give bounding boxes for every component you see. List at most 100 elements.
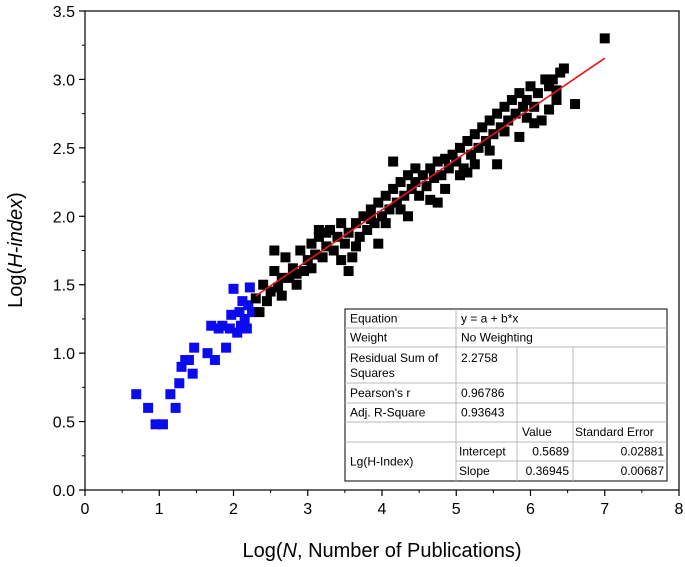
data-point	[451, 156, 462, 167]
data-point	[532, 88, 543, 99]
x-tick-label: 6	[526, 501, 535, 518]
data-point	[313, 224, 324, 235]
data-point	[291, 268, 302, 279]
data-point	[388, 156, 399, 167]
data-point	[269, 266, 280, 277]
data-point	[313, 231, 324, 242]
data-point	[157, 419, 168, 430]
x-axis-ticks: 0 1 2 3 4 5 6 7 8	[81, 490, 684, 518]
data-point	[521, 112, 532, 123]
data-point	[232, 327, 243, 338]
data-point	[544, 104, 555, 115]
data-point	[506, 94, 517, 105]
data-point	[492, 108, 503, 119]
y-tick-label: 2.5	[53, 141, 75, 158]
data-point	[388, 183, 399, 194]
table-cell: Adj. R-Square	[350, 406, 426, 420]
table-cell: y = a + b*x	[461, 312, 518, 326]
y-axis-label: Log(H-index)	[5, 192, 27, 308]
data-point	[432, 156, 443, 167]
data-point	[347, 252, 358, 263]
data-point	[287, 263, 298, 274]
data-point	[454, 142, 465, 153]
data-point	[454, 170, 465, 181]
y-tick-label: 1.5	[53, 278, 75, 295]
data-point	[391, 197, 402, 208]
data-point	[440, 153, 451, 164]
table-cell: Slope	[459, 464, 490, 478]
data-point	[265, 286, 276, 297]
x-tick-label: 8	[675, 501, 684, 518]
data-point	[395, 204, 406, 215]
data-point	[206, 320, 217, 331]
data-point	[269, 245, 280, 256]
data-point	[544, 81, 555, 92]
data-point	[384, 204, 395, 215]
data-point	[241, 323, 252, 334]
table-cells: Equation y = a + b*x Weight No Weighting Res…	[350, 312, 664, 479]
data-point	[321, 241, 332, 252]
data-point	[228, 283, 239, 294]
data-point	[235, 320, 246, 331]
data-point	[150, 419, 161, 430]
data-point	[529, 118, 540, 129]
data-point	[170, 402, 181, 413]
data-point	[510, 108, 521, 119]
y-tick-label: 3.0	[53, 72, 75, 89]
y-tick-label: 1.0	[53, 346, 75, 363]
data-point	[432, 197, 443, 208]
fit-line	[255, 57, 606, 297]
data-point	[258, 279, 269, 290]
data-point	[462, 136, 473, 147]
data-point	[410, 163, 421, 174]
data-point	[414, 190, 425, 201]
data-point	[477, 122, 488, 133]
data-point	[299, 266, 310, 277]
data-point	[558, 63, 569, 74]
data-point	[295, 245, 306, 256]
table-cell: 0.5689	[532, 445, 569, 459]
table-cell: Standard Error	[575, 425, 654, 439]
data-point	[254, 307, 265, 318]
data-point	[570, 99, 581, 110]
data-point	[165, 389, 176, 400]
data-point	[143, 402, 154, 413]
data-point	[226, 309, 237, 320]
data-point	[525, 81, 536, 92]
table-cell: 2.2758	[461, 351, 498, 365]
data-point	[247, 307, 258, 318]
table-cell: Equation	[350, 312, 397, 326]
data-point	[291, 279, 302, 290]
data-point	[492, 159, 503, 170]
data-point	[234, 307, 245, 318]
data-point	[402, 170, 413, 181]
y-axis-ticks: 0.0 0.5 1.0 1.5 2.0 2.5 3.0 3.5	[53, 4, 85, 500]
data-point	[217, 320, 228, 331]
y-tick-label: 2.0	[53, 209, 75, 226]
data-point	[428, 172, 439, 183]
data-point	[469, 129, 480, 140]
y-tick-label: 0.0	[53, 483, 75, 500]
data-point	[332, 231, 343, 242]
table-cell: No Weighting	[461, 331, 533, 345]
data-point	[469, 159, 480, 170]
data-point	[243, 300, 254, 311]
table-cell: Pearson's r	[350, 386, 410, 400]
data-point	[261, 296, 272, 307]
data-point	[224, 323, 235, 334]
data-point	[377, 211, 387, 222]
x-tick-label: 5	[452, 501, 461, 518]
data-point	[209, 354, 220, 365]
data-point	[425, 163, 436, 174]
data-point	[321, 227, 332, 238]
table-cell: 0.02881	[621, 445, 665, 459]
data-point	[503, 115, 514, 126]
data-point	[521, 94, 532, 105]
x-tick-label: 1	[155, 501, 164, 518]
data-point	[351, 218, 362, 229]
data-point	[373, 197, 384, 208]
data-point	[484, 145, 495, 156]
data-point	[354, 231, 365, 242]
data-point	[373, 238, 384, 249]
